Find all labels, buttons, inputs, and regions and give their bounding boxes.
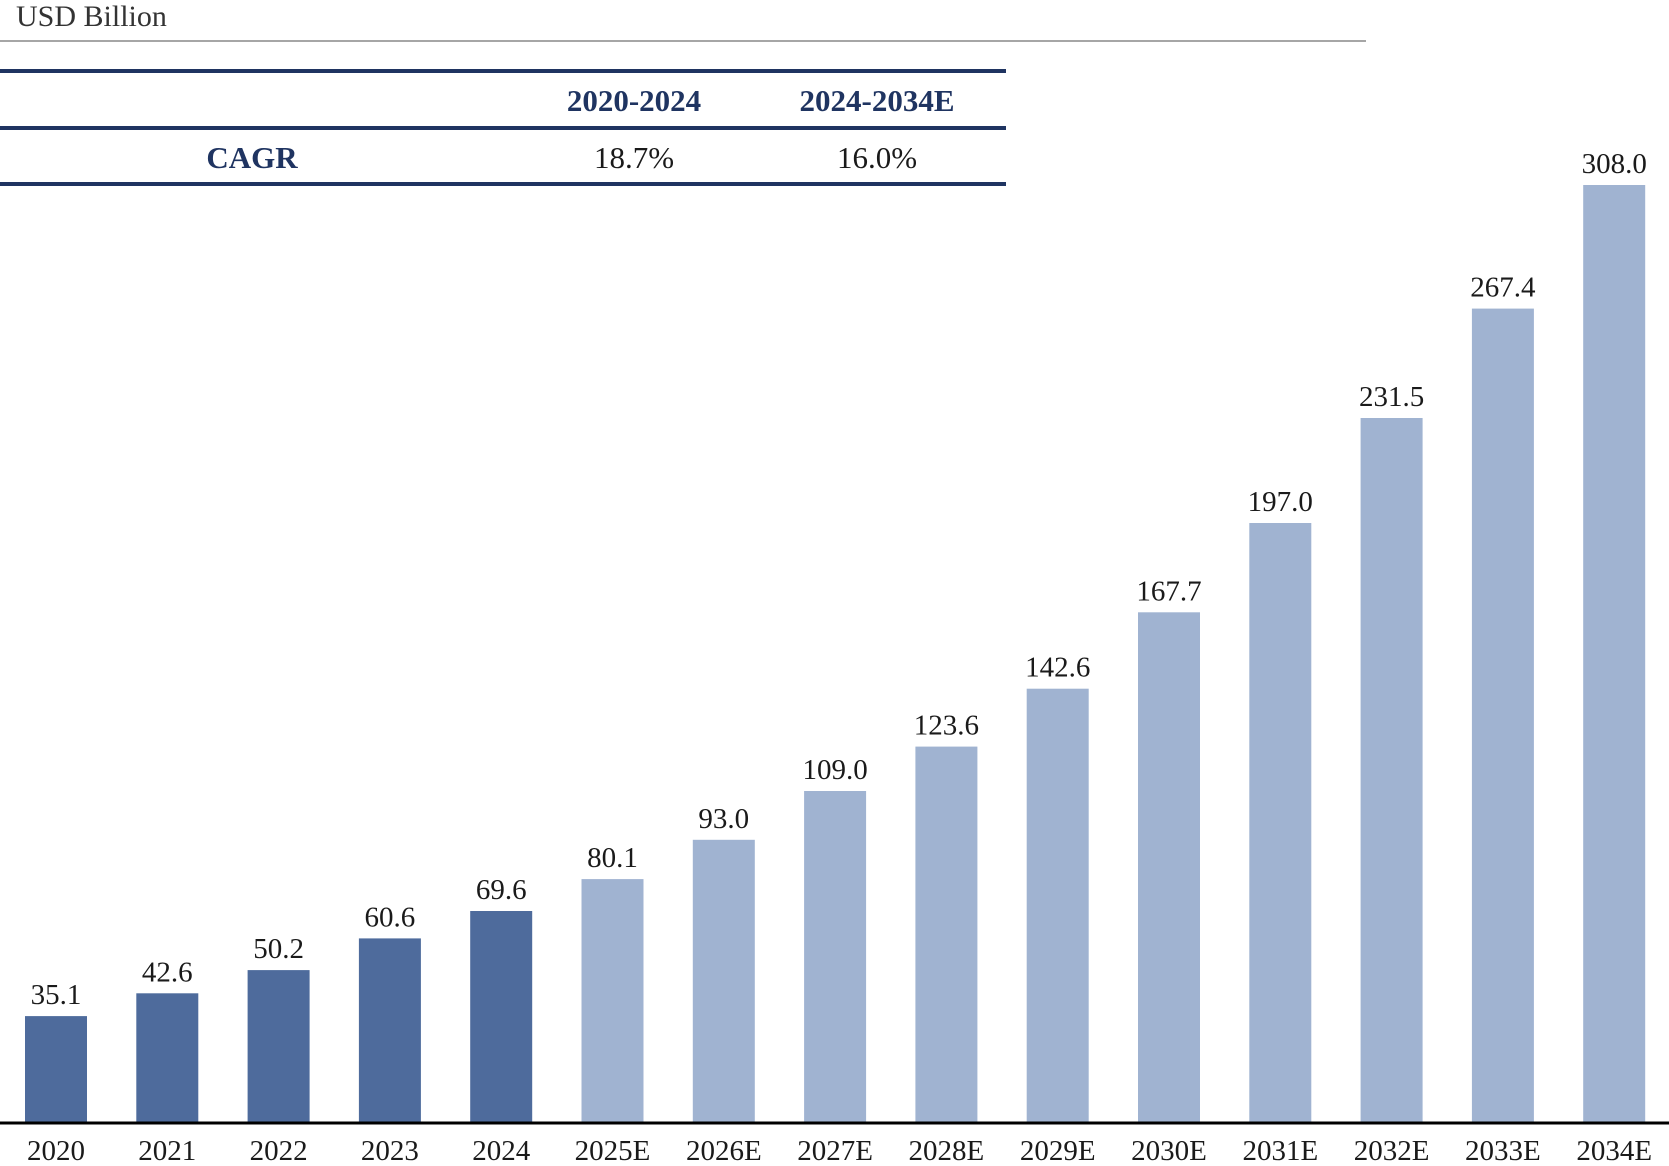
value-label-2025e: 80.1 [587, 842, 638, 874]
cagr-table-bottom-rule [0, 182, 1006, 186]
bar-2028e [915, 746, 978, 1123]
x-tick-label-2030e: 2030E [1131, 1135, 1207, 1166]
cagr-header-forecast: 2024-2034E [799, 83, 955, 118]
x-tick-labels-group: 2020 2021 2022 2023 2024 2025E 2026E 2027E 2028E… [27, 1135, 1652, 1166]
bar-2029e [1026, 688, 1089, 1123]
value-label-2028e: 123.6 [914, 710, 979, 742]
value-label-2030e: 167.7 [1136, 575, 1201, 607]
bars-group [25, 185, 1646, 1124]
x-tick-label-2034e: 2034E [1576, 1135, 1652, 1166]
value-label-2022: 50.2 [253, 933, 304, 965]
x-tick-label-2028e: 2028E [909, 1135, 985, 1166]
x-tick-label-2020: 2020 [27, 1135, 85, 1166]
value-label-2032e: 231.5 [1359, 381, 1424, 413]
x-tick-label-2026e: 2026E [686, 1135, 762, 1166]
cagr-header-historical: 2020-2024 [566, 83, 702, 118]
bar-2027e [804, 791, 867, 1123]
value-label-2023: 60.6 [365, 901, 416, 933]
bar-2023 [358, 938, 421, 1123]
x-tick-label-2023: 2023 [361, 1135, 419, 1166]
value-label-2024: 69.6 [476, 874, 527, 906]
x-tick-label-2024: 2024 [472, 1135, 531, 1166]
cagr-table-top-rule [0, 69, 1006, 73]
value-label-2034e: 308.0 [1582, 148, 1647, 180]
x-tick-label-2032e: 2032E [1354, 1135, 1430, 1166]
x-tick-label-2022: 2022 [250, 1135, 308, 1166]
bar-2031e [1249, 523, 1312, 1123]
cagr-value-forecast: 16.0% [836, 140, 918, 175]
value-label-2031e: 197.0 [1248, 486, 1313, 518]
bar-2025e [581, 879, 644, 1123]
x-tick-label-2027e: 2027E [797, 1135, 873, 1166]
x-tick-label-2021: 2021 [138, 1135, 196, 1166]
bar-2034e [1583, 185, 1646, 1123]
value-label-2027e: 109.0 [802, 754, 867, 786]
bar-2026e [692, 839, 755, 1123]
bar-2032e [1360, 418, 1423, 1123]
bar-2030e [1138, 612, 1200, 1123]
bar-2033e [1471, 308, 1534, 1124]
bar-2020 [25, 1016, 87, 1123]
value-label-2026e: 93.0 [698, 803, 749, 835]
cagr-row-label: CAGR [206, 140, 298, 175]
top-divider [0, 40, 1366, 42]
x-tick-label-2029e: 2029E [1020, 1135, 1096, 1166]
bar-2021 [136, 993, 199, 1123]
cagr-value-historical: 18.7% [593, 140, 675, 175]
value-labels-group: 35.1 42.6 50.2 60.6 69.6 80.1 93.0 109.0 123.6 14… [31, 148, 1647, 1011]
value-label-2021: 42.6 [142, 956, 193, 988]
x-tick-label-2033e: 2033E [1465, 1135, 1541, 1166]
x-tick-label-2025e: 2025E [575, 1135, 651, 1166]
unit-label: USD Billion [16, 0, 167, 33]
value-label-2020: 35.1 [31, 979, 82, 1011]
x-tick-label-2031e: 2031E [1242, 1135, 1318, 1166]
value-label-2033e: 267.4 [1470, 272, 1536, 304]
value-label-2029e: 142.6 [1025, 652, 1090, 684]
bar-2022 [247, 970, 310, 1123]
bar-2024 [470, 911, 533, 1123]
cagr-table-middle-rule [0, 126, 1006, 130]
